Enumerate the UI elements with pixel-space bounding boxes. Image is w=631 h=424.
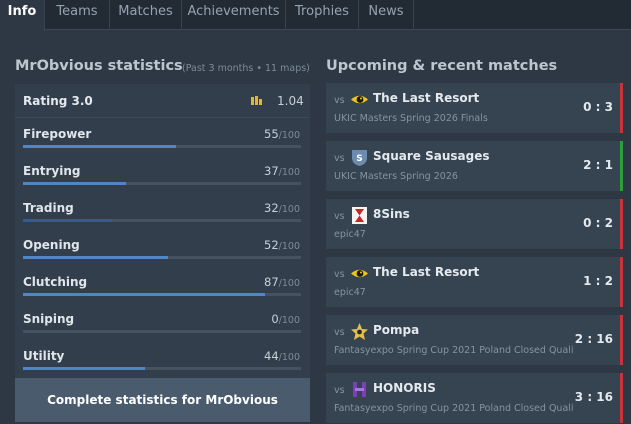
vs-label: vs: [334, 153, 345, 164]
vs-label: vs: [334, 385, 345, 396]
eye-logo-icon: [350, 90, 369, 109]
event-name[interactable]: epic47: [334, 229, 366, 240]
result-indicator: [620, 199, 623, 249]
stat-value: 52/100: [264, 238, 300, 252]
stats-panel: Rating 3.0 1.04 Firepower 55/100 Entryin…: [15, 84, 310, 378]
stat-value: 44/100: [264, 349, 300, 363]
match-row[interactable]: vs HONORIS Fantasyexpo Spring Cup 2021 P…: [326, 373, 623, 423]
hourglass-logo-icon: [350, 206, 369, 225]
rating-value: 1.04: [277, 94, 304, 108]
tab-matches[interactable]: Matches: [110, 0, 182, 30]
pompa-logo-icon: [350, 322, 369, 341]
match-row[interactable]: vs S Square Sausages UKIC Masters Spring…: [326, 141, 623, 191]
stat-bar-fill: [23, 367, 146, 370]
event-name[interactable]: Fantasyexpo Spring Cup 2021 Poland Close…: [334, 345, 574, 356]
match-score: 2 : 1: [583, 158, 613, 172]
stat-label: Clutching: [23, 275, 88, 289]
stat-bar-track: [23, 219, 301, 222]
vs-label: vs: [334, 95, 345, 106]
rating-label: Rating 3.0: [23, 94, 93, 108]
match-row[interactable]: vs The Last Resort epic47 1 : 2: [326, 257, 623, 307]
tab-teams[interactable]: Teams: [45, 0, 110, 30]
stats-period: (Past 3 months • 11 maps): [182, 63, 310, 74]
match-score: 0 : 2: [583, 216, 613, 230]
event-name[interactable]: UKIC Masters Spring 2026 Finals: [334, 113, 488, 124]
stat-bar-fill: [23, 293, 265, 296]
match-score: 2 : 16: [574, 332, 613, 346]
rating-row: Rating 3.0 1.04: [15, 84, 310, 118]
opponent-name[interactable]: HONORIS: [373, 381, 436, 395]
stat-bar-fill: [23, 219, 112, 222]
opponent-name[interactable]: Pompa: [373, 323, 420, 337]
event-name[interactable]: Fantasyexpo Spring Cup 2021 Poland Close…: [334, 403, 574, 414]
tab-label: Matches: [118, 4, 173, 19]
tab-news[interactable]: News: [359, 0, 414, 30]
stat-opening: Opening 52/100: [15, 238, 310, 275]
result-indicator: [620, 141, 623, 191]
match-row[interactable]: vs Pompa Fantasyexpo Spring Cup 2021 Pol…: [326, 315, 623, 365]
event-name[interactable]: UKIC Masters Spring 2026: [334, 171, 458, 182]
stat-bar-track: [23, 367, 301, 370]
result-indicator: [620, 315, 623, 365]
stat-bar-track: [23, 293, 301, 296]
match-score: 3 : 16: [574, 390, 613, 404]
stat-label: Trading: [23, 201, 74, 215]
stat-label: Sniping: [23, 312, 75, 326]
matches-heading: Upcoming & recent matches: [326, 58, 558, 74]
match-score: 1 : 2: [583, 274, 613, 288]
stat-bar-track: [23, 330, 301, 333]
match-row[interactable]: vs The Last Resort UKIC Masters Spring 2…: [326, 83, 623, 133]
stats-heading: MrObvious statistics: [15, 58, 183, 74]
vs-label: vs: [334, 211, 345, 222]
opponent-name[interactable]: The Last Resort: [373, 265, 480, 279]
tab-achievements[interactable]: Achievements: [182, 0, 286, 30]
svg-text:S: S: [356, 154, 362, 164]
stat-label: Utility: [23, 349, 65, 363]
stat-clutching: Clutching 87/100: [15, 275, 310, 312]
event-name[interactable]: epic47: [334, 287, 366, 298]
stat-bar-track: [23, 145, 301, 148]
opponent-name[interactable]: The Last Resort: [373, 91, 480, 105]
complete-statistics-button[interactable]: Complete statistics for MrObvious: [15, 378, 310, 422]
tab-bar: Info Teams Matches Achievements Trophies…: [0, 0, 631, 31]
stat-value: 37/100: [264, 164, 300, 178]
tab-info[interactable]: Info: [0, 0, 45, 31]
stat-value: 0/100: [271, 312, 300, 326]
shield-s-logo-icon: S: [350, 148, 369, 167]
tab-trophies[interactable]: Trophies: [286, 0, 359, 30]
bar-chart-icon: [251, 96, 263, 105]
tab-label: Teams: [56, 4, 98, 19]
vs-label: vs: [334, 327, 345, 338]
stat-entrying: Entrying 37/100: [15, 164, 310, 201]
match-score: 0 : 3: [583, 100, 613, 114]
stat-value: 32/100: [264, 201, 300, 215]
stat-bar-fill: [23, 256, 168, 259]
result-indicator: [620, 257, 623, 307]
stat-label: Firepower: [23, 127, 92, 141]
stat-sniping: Sniping 0/100: [15, 312, 310, 349]
tab-label: News: [368, 4, 404, 19]
stat-bar-track: [23, 256, 301, 259]
result-indicator: [620, 373, 623, 423]
stat-bar-fill: [23, 145, 176, 148]
stat-label: Opening: [23, 238, 80, 252]
stat-bar-fill: [23, 182, 126, 185]
stat-utility: Utility 44/100: [15, 349, 310, 386]
stat-trading: Trading 32/100: [15, 201, 310, 238]
stat-value: 55/100: [264, 127, 300, 141]
tab-label: Info: [7, 4, 37, 19]
stat-label: Entrying: [23, 164, 81, 178]
opponent-name[interactable]: 8Sins: [373, 207, 410, 221]
match-row[interactable]: vs 8Sins epic47 0 : 2: [326, 199, 623, 249]
tab-label: Achievements: [187, 4, 280, 19]
stat-firepower: Firepower 55/100: [15, 127, 310, 164]
tab-label: Trophies: [295, 4, 349, 19]
vs-label: vs: [334, 269, 345, 280]
stat-bar-track: [23, 182, 301, 185]
opponent-name[interactable]: Square Sausages: [373, 149, 490, 163]
honoris-logo-icon: [350, 380, 369, 399]
stat-value: 87/100: [264, 275, 300, 289]
eye-logo-icon: [350, 264, 369, 283]
result-indicator: [620, 83, 623, 133]
